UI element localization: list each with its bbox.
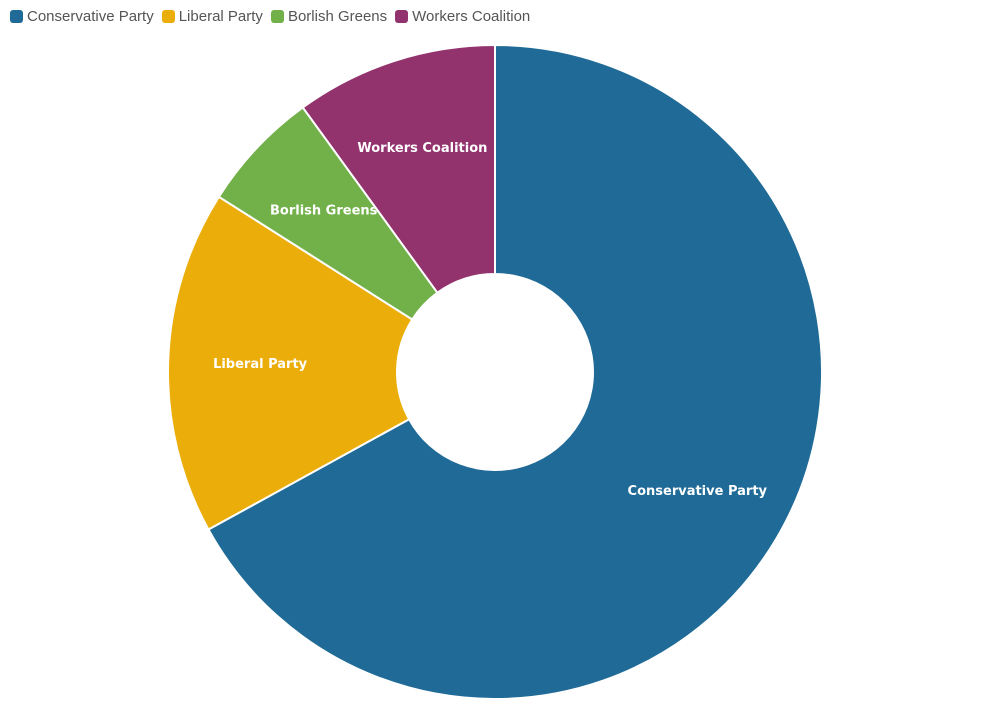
- slice-labels: Conservative Party Liberal Party Borlish G…: [213, 141, 767, 499]
- legend-item-borlish-greens[interactable]: Borlish Greens: [270, 8, 388, 25]
- legend-swatch-borlish-greens: [270, 10, 284, 23]
- donut-slices: [167, 43, 823, 700]
- legend-swatch-conservative-party: [10, 10, 23, 23]
- legend-item-conservative-party[interactable]: Conservative Party: [10, 8, 154, 25]
- legend: Conservative Party Liberal Party Borlish…: [10, 8, 530, 25]
- slice-label-conservative-party: Conservative Party: [628, 484, 768, 499]
- legend-label-conservative-party: Conservative Party: [27, 8, 154, 25]
- legend-label-workers-coalition: Workers Coalition: [412, 8, 531, 25]
- slice-liberal-party[interactable]: [167, 195, 414, 531]
- legend-swatch-workers-coalition: [395, 10, 409, 23]
- legend-swatch-liberal-party: [161, 10, 175, 23]
- slice-conservative-party[interactable]: [207, 43, 823, 700]
- slice-workers-coalition[interactable]: [301, 43, 496, 295]
- legend-label-borlish-greens: Borlish Greens: [287, 8, 388, 25]
- slice-label-borlish-greens: Borlish Greens: [270, 204, 378, 219]
- slice-label-workers-coalition: Workers Coalition: [357, 141, 487, 156]
- legend-item-liberal-party[interactable]: Liberal Party: [161, 8, 263, 25]
- legend-label-liberal-party: Liberal Party: [178, 8, 263, 25]
- legend-item-workers-coalition[interactable]: Workers Coalition: [395, 8, 530, 25]
- slice-label-liberal-party: Liberal Party: [213, 357, 308, 372]
